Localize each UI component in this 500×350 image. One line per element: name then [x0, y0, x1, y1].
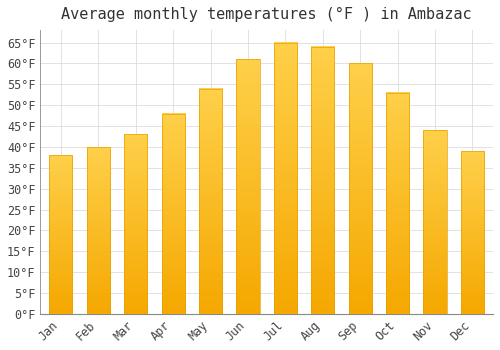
Bar	[348, 63, 372, 314]
Title: Average monthly temperatures (°F ) in Ambazac: Average monthly temperatures (°F ) in Am…	[62, 7, 472, 22]
Bar	[162, 113, 184, 314]
Bar	[236, 59, 260, 314]
Bar	[86, 147, 110, 314]
Bar	[124, 134, 148, 314]
Bar	[274, 43, 297, 314]
Bar	[311, 47, 334, 314]
Bar	[386, 93, 409, 314]
Bar	[424, 130, 446, 314]
Bar	[461, 151, 484, 314]
Bar	[50, 155, 72, 314]
Bar	[199, 89, 222, 314]
